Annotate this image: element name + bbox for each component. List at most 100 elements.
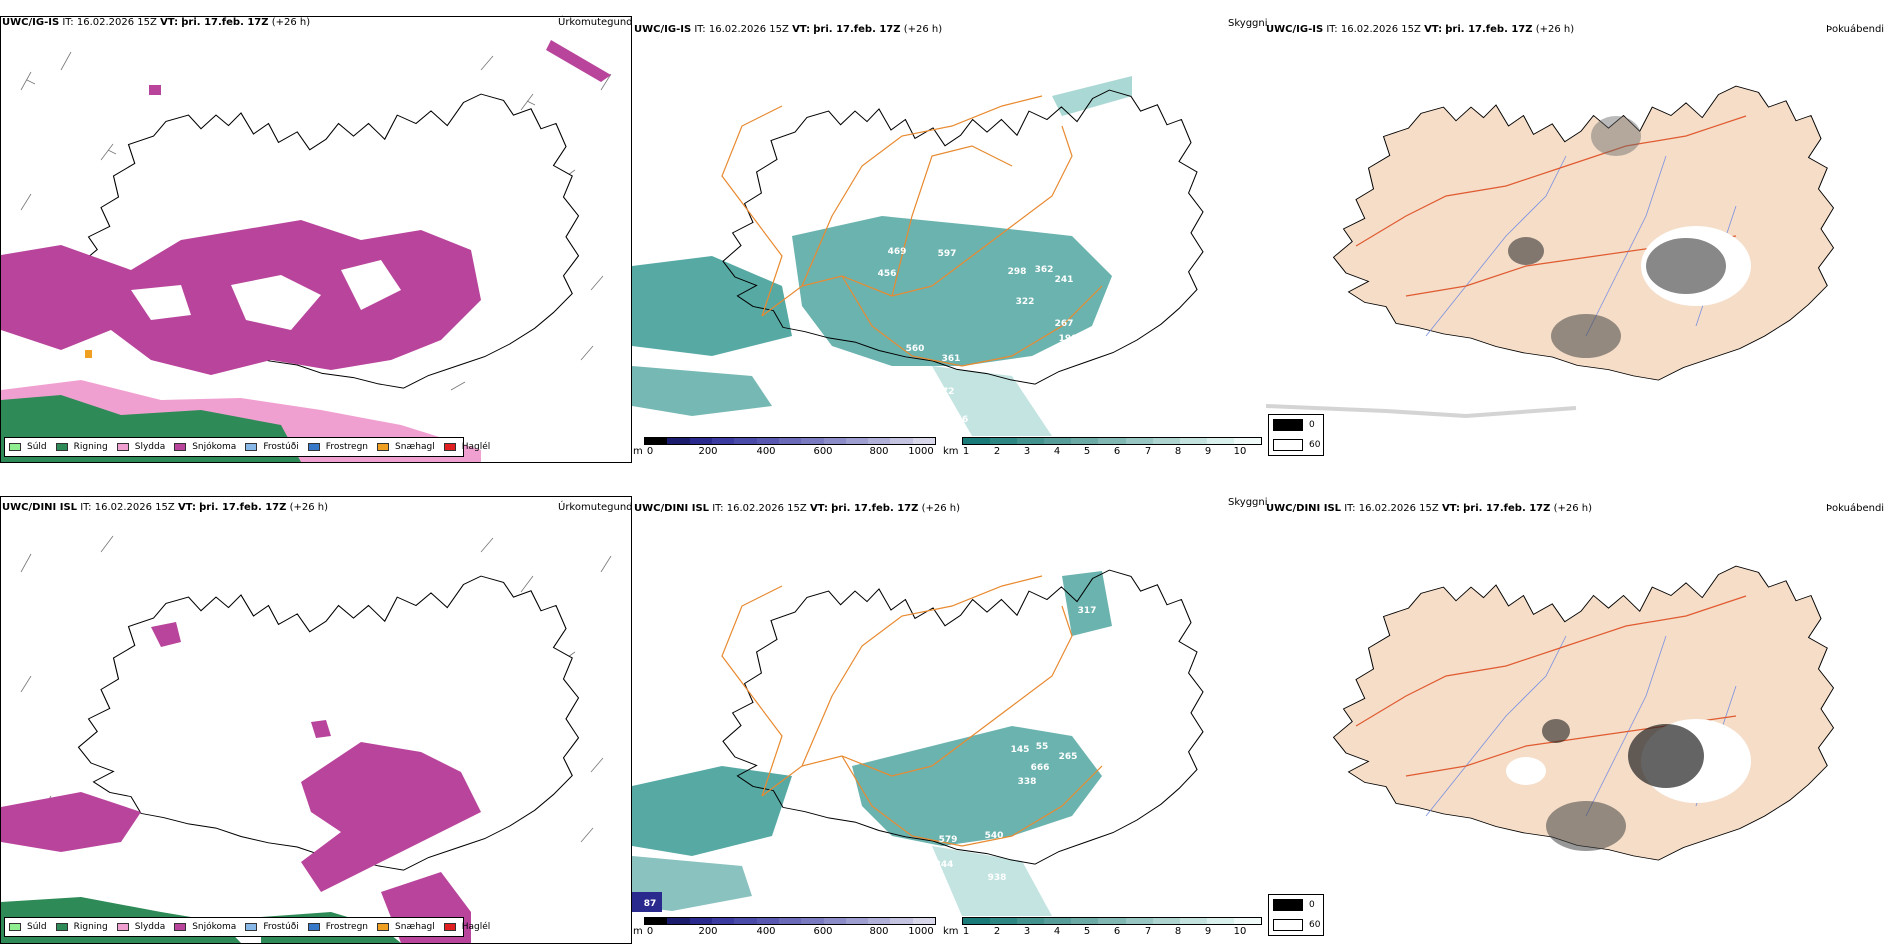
vis-value: 55 [1036, 742, 1049, 752]
model-name: UWC/IG-IS [2, 17, 60, 28]
vbar-tick: 1 [962, 926, 970, 937]
vis-value: 272 [936, 387, 955, 397]
vbar-tick: 6 [1113, 926, 1121, 937]
cbar-tick: 600 [813, 446, 833, 457]
legend-item-drizzle: Súld [9, 442, 47, 452]
vbar-tick: 4 [1053, 446, 1061, 457]
vis-value: 560 [906, 344, 925, 354]
header-dini-visibility: UWC/DINI ISL IT: 16.02.2026 15Z VT: þri.… [634, 503, 961, 514]
legend-item-sleet: Slydda [116, 442, 165, 452]
fog-legend-ig: 0 60 [1268, 414, 1324, 456]
fog-legend-dini: 0 60 [1268, 894, 1324, 936]
vbar-tick: 3 [1023, 926, 1031, 937]
vis-value: 190 [1059, 334, 1078, 344]
visibility-colorbar-ig [962, 437, 1262, 445]
vis-value: 49 [1144, 627, 1157, 637]
precip-legend-ig: Súld Rigning Slydda Snjókoma Frostúði Fr… [4, 437, 490, 457]
cloud-base-colorbar-dini [644, 917, 936, 925]
precip-type-map-dini [1, 535, 612, 943]
cbar-tick: 1000 [908, 926, 934, 937]
cbar-tick: 1000 [908, 446, 934, 457]
cbar-tick: 200 [698, 446, 718, 457]
vt-value: þri. 17.feb. 17Z [181, 17, 269, 28]
vis-value: 378 [1083, 129, 1102, 139]
legend-item-snow: Snjókoma [174, 442, 236, 452]
vbar-tick: 1 [962, 446, 970, 457]
precip-legend-dini: Súld Rigning Slydda Snjókoma Frostúði Fr… [4, 917, 490, 937]
vis-value: 456 [878, 269, 897, 279]
vis-value: 362 [1035, 265, 1054, 275]
cbar-tick: 0 [646, 926, 654, 937]
panel-title-precip-type: Úrkomutegund [558, 17, 633, 28]
vbar-tick: 7 [1144, 926, 1152, 937]
cbar-tick: 200 [698, 926, 718, 937]
panel-title-precip-type: Úrkomutegund [558, 502, 633, 513]
map-frame-precip [0, 16, 632, 463]
precip-type-map-ig [1, 40, 612, 462]
visibility-map-ig: 378 469 597 456 298 362 241 322 267 190 … [632, 76, 1204, 436]
vis-value: 241 [1055, 275, 1074, 285]
legend-item-rain: Rigning [55, 442, 108, 452]
vis-value: 822 [909, 386, 928, 396]
vbar-tick: 5 [1083, 926, 1091, 937]
cbar-tick: 400 [756, 926, 776, 937]
header-ig-visibility: UWC/IG-IS IT: 16.02.2026 15Z VT: þri. 17… [634, 24, 943, 35]
vbar-tick: 2 [993, 926, 1001, 937]
header-ig-fog: UWC/IG-IS IT: 16.02.2026 15Z VT: þri. 17… [1266, 24, 1575, 35]
vis-value: 540 [985, 831, 1004, 841]
vis-value: 87 [644, 899, 657, 909]
header-dini-fog: UWC/DINI ISL IT: 16.02.2026 15Z VT: þri.… [1266, 503, 1593, 514]
vbar-tick: 10 [1233, 446, 1247, 457]
vis-value: 617 [908, 369, 927, 379]
vbar-tick: 8 [1174, 926, 1182, 937]
vis-value: 361 [942, 354, 961, 364]
cloud-base-unit: m [633, 446, 643, 457]
cbar-tick: 600 [813, 926, 833, 937]
cbar-tick: 800 [869, 446, 889, 457]
vbar-tick: 10 [1233, 926, 1247, 937]
vbar-tick: 4 [1053, 926, 1061, 937]
map-frame-precip [0, 496, 632, 944]
fog-map-dini [1332, 565, 1835, 861]
panel-title-visibility: Skyggni [1228, 18, 1268, 29]
fog-map-ig [1266, 85, 1835, 419]
legend-item-hail: Haglél [443, 442, 490, 452]
vbar-tick: 3 [1023, 446, 1031, 457]
vt-label: VT: [160, 17, 179, 28]
vis-value: 338 [1018, 777, 1037, 787]
legend-item-freezing-drizzle: Frostúði [245, 442, 299, 452]
vis-value: 66 [956, 415, 969, 425]
vis-value: 597 [938, 249, 957, 259]
visibility-colorbar-dini [962, 917, 1262, 925]
vbar-tick: 8 [1174, 446, 1182, 457]
vis-value: 317 [1078, 606, 1097, 616]
cloud-base-unit: m [633, 926, 643, 937]
visibility-unit: km [943, 446, 959, 457]
cloud-base-colorbar-ig [644, 437, 936, 445]
lead-time: (+26 h) [271, 17, 311, 28]
panel-title-fog: Þokuábendi [1826, 503, 1885, 514]
it-label: IT: [62, 17, 74, 28]
vbar-tick: 9 [1204, 926, 1212, 937]
it-value: 16.02.2026 15Z [76, 17, 157, 28]
vis-value: 265 [1059, 752, 1078, 762]
vbar-tick: 2 [993, 446, 1001, 457]
vis-value: 267 [1055, 319, 1074, 329]
vis-value: 145 [1011, 745, 1030, 755]
visibility-map-dini: 317 49 348 145 55 666 265 338 150 579 54… [632, 569, 1204, 916]
legend-item-freezing-rain: Frostregn [307, 442, 368, 452]
vis-value: 244 [935, 860, 954, 870]
panel-title-visibility: Skyggni [1228, 497, 1268, 508]
vis-value: 666 [1031, 763, 1050, 773]
cbar-tick: 400 [756, 446, 776, 457]
vis-value: 579 [939, 835, 958, 845]
vis-value: 298 [1008, 267, 1027, 277]
vis-value: 469 [888, 247, 907, 257]
visibility-unit: km [943, 926, 959, 937]
cbar-tick: 800 [869, 926, 889, 937]
vis-value: 422 [906, 863, 925, 873]
vbar-tick: 6 [1113, 446, 1121, 457]
vis-value: 938 [988, 873, 1007, 883]
panel-title-fog: Þokuábendi [1826, 24, 1885, 35]
vbar-tick: 9 [1204, 446, 1212, 457]
